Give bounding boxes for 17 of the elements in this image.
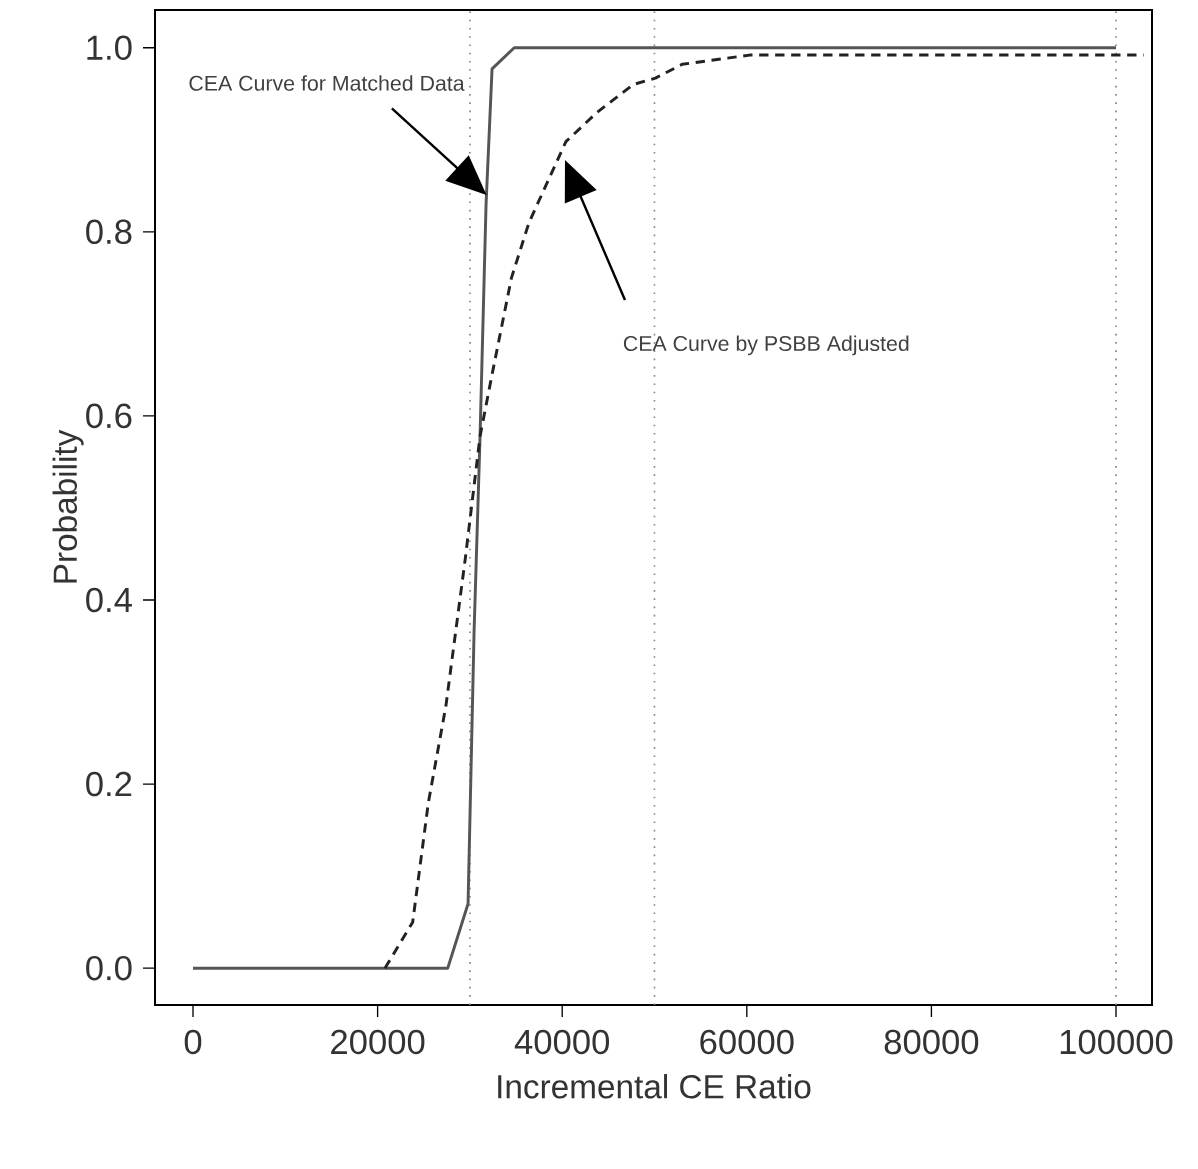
x-tick-label: 40000 (514, 1029, 610, 1055)
y-tick-label: 0.4 (86, 587, 132, 613)
annotation: CEA Curve by PSBB Adjusted (623, 335, 909, 356)
y-tick-label: 0.6 (86, 403, 132, 429)
y-tick-label: 0.8 (86, 219, 132, 245)
y-tick-label: 1.0 (87, 35, 132, 60)
x-tick-label: 60000 (700, 1029, 794, 1055)
x-tick-label: 0 (184, 1029, 202, 1055)
annotation: CEA Curve for Matched Data (189, 75, 465, 91)
y-tick-label: 0.2 (86, 771, 132, 797)
y-tick-label: 0.0 (86, 955, 132, 981)
x-tick-label: 20000 (331, 1029, 425, 1055)
x-axis-title: Incremental CE Ratio (498, 1074, 811, 1099)
x-tick-label: 80000 (884, 1029, 979, 1055)
x-tick-label: 100000 (1060, 1029, 1173, 1055)
y-axis-title: Probability (52, 429, 84, 583)
line-series (191, 46, 1118, 970)
